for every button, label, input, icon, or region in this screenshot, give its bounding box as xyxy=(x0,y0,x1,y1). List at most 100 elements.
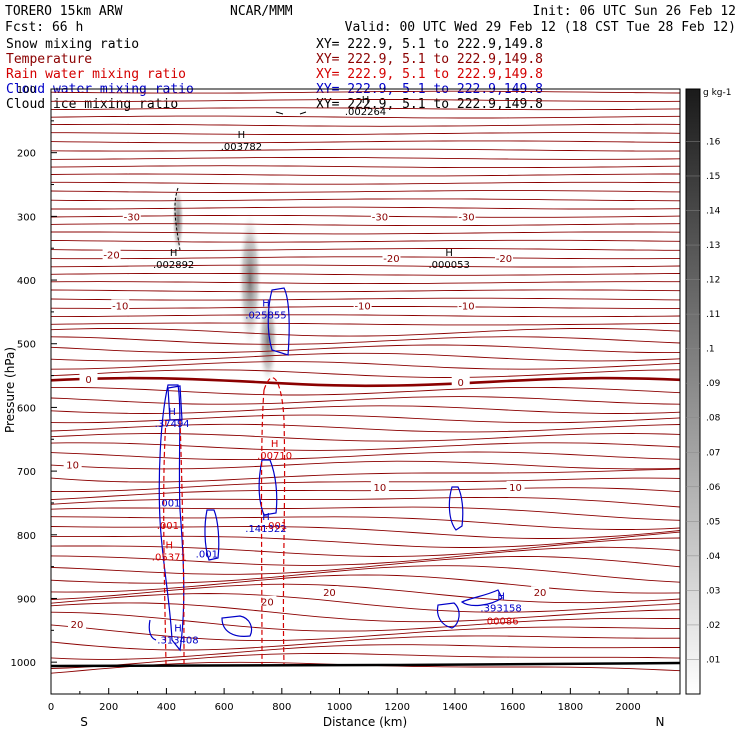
isotherm xyxy=(51,460,680,470)
isotherm xyxy=(51,198,680,202)
isotherm-label-bg xyxy=(382,251,401,263)
isotherm-label: 0 xyxy=(458,378,464,389)
isotherm xyxy=(51,555,680,575)
cirrus-marks xyxy=(275,111,307,115)
isotherm-label-bg xyxy=(122,210,141,222)
south-label: S xyxy=(80,715,88,729)
isotherm xyxy=(51,369,680,378)
x-tick-label: 800 xyxy=(272,702,291,713)
extremum-marker: H xyxy=(170,248,178,259)
extremum-value: .002264 xyxy=(345,107,386,118)
isotherm-label-bg xyxy=(79,372,98,384)
legend-item: Cloud ice mixing ratio xyxy=(6,97,178,112)
isotherm-label-bg xyxy=(102,248,121,260)
isotherm-zero xyxy=(51,376,680,388)
colorbar-tick-label: .16 xyxy=(706,137,721,147)
isotherm-label-bg xyxy=(353,299,372,311)
extremum-value: .313408 xyxy=(157,636,198,647)
extremum-value: .002892 xyxy=(153,260,194,271)
isotherm xyxy=(51,506,680,521)
isotherm xyxy=(51,115,680,119)
isotherm xyxy=(51,574,680,594)
isotherm-label-bg xyxy=(506,481,525,493)
model-label: TORERO 15km ARW xyxy=(5,4,123,19)
extremum-marker: H xyxy=(168,407,176,418)
extremum-value: .001 xyxy=(265,521,287,532)
y-tick-label: 500 xyxy=(17,340,36,351)
cloud-water-east xyxy=(448,486,464,531)
y-tick-label: 200 xyxy=(17,149,36,160)
isotherm xyxy=(51,190,680,193)
isotherm xyxy=(51,653,680,669)
y-tick-label: 600 xyxy=(17,403,36,414)
isotherm xyxy=(51,352,680,362)
x-axis: 0 200 400 600 800 1000 1200 1400 1600 1800 2000 xyxy=(48,688,658,713)
isotherm xyxy=(51,442,680,451)
isotherm xyxy=(51,516,680,530)
y-axis-label: Pressure (hPa) xyxy=(3,347,17,433)
colorbar-tick-label: .12 xyxy=(706,276,720,286)
extremum-value: .00710 xyxy=(257,451,292,462)
extremum-marker: H xyxy=(262,512,270,523)
isotherm-label: -20 xyxy=(103,251,119,262)
y-tick-label: 300 xyxy=(17,212,36,223)
extremum-marker: H xyxy=(174,624,182,635)
isotherm xyxy=(51,624,680,642)
isotherm xyxy=(51,451,680,461)
legend-xy: XY= 222.9, 5.1 to 222.9,149.8 xyxy=(316,37,543,52)
y-tick-label: 900 xyxy=(17,594,36,605)
colorbar-tick-label: .11 xyxy=(706,310,720,320)
cloud-water-column xyxy=(158,384,185,652)
y-tick-label: 700 xyxy=(17,467,36,478)
isotherm xyxy=(51,386,680,396)
isotherm xyxy=(51,423,680,433)
isotherm xyxy=(51,396,680,405)
isotherm-label: 10 xyxy=(509,483,522,494)
isotherm-label: -30 xyxy=(458,212,474,223)
isotherm xyxy=(51,107,680,111)
x-tick-label: 1800 xyxy=(558,702,583,713)
isotherm-label: 20 xyxy=(323,588,336,599)
colorbar-tick-label: .01 xyxy=(706,655,720,665)
extremum-marker: H xyxy=(271,439,279,450)
isotherm-label: -10 xyxy=(458,302,474,313)
isotherm-label: 10 xyxy=(374,483,387,494)
isotherm xyxy=(51,297,680,301)
isotherm xyxy=(51,405,680,414)
x-tick-label: 400 xyxy=(157,702,176,713)
extremum-marker: H xyxy=(362,95,370,106)
isotherm xyxy=(51,583,680,604)
isotherm-label: -10 xyxy=(112,302,128,313)
isotherm xyxy=(51,248,680,251)
cloud-water-low-east2 xyxy=(460,589,503,607)
colorbar-tick-label: .09 xyxy=(706,379,721,389)
extremum-marker: H xyxy=(238,130,246,141)
isotherm-label-bg xyxy=(258,595,277,607)
isotherm xyxy=(51,140,680,144)
hydrometeor-contours xyxy=(148,111,503,665)
isotherm-label-bg xyxy=(451,375,470,387)
isotherm xyxy=(51,264,680,268)
isotherm xyxy=(51,531,680,548)
temperature-contours: -30 -30 -30 -20 -20 -20 -10 -10 -10 0 0 10 10 10 20 20 2… xyxy=(51,90,680,674)
cloud-water-mid xyxy=(258,459,278,516)
x-tick-label: 1600 xyxy=(500,702,525,713)
colorbar-tick-label: .08 xyxy=(706,414,721,424)
isotherm-label-bg xyxy=(531,586,550,598)
isotherm xyxy=(51,314,680,318)
isotherm-label-bg xyxy=(111,299,130,311)
isotherm xyxy=(51,90,680,94)
isotherm-label-bg xyxy=(457,210,476,222)
colorbar-tick-label: .05 xyxy=(706,517,720,527)
extremum-value: .141322 xyxy=(245,524,286,535)
colorbar-ticks: .01 .02 .03 .04 .05 .06 .07 .08 .09 .1 .11 .12 .13 .1… xyxy=(686,137,721,665)
isotherm xyxy=(51,231,680,235)
isotherm-label-bg xyxy=(494,251,513,263)
isotherm-label-bg xyxy=(320,586,339,598)
colorbar-tick-label: .14 xyxy=(706,207,721,217)
rain-column-mid-left xyxy=(260,389,265,665)
rain-column-west-left xyxy=(163,419,167,665)
isotherm xyxy=(51,289,680,293)
isotherm xyxy=(51,148,680,152)
